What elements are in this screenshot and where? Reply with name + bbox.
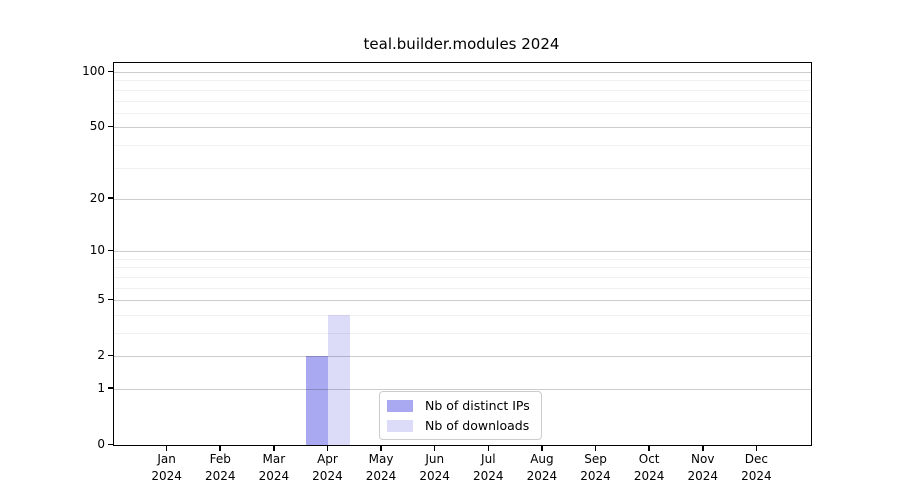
y-axis-tick (108, 443, 113, 445)
y-axis-tick (108, 197, 113, 199)
gridline-minor (114, 80, 811, 82)
x-axis-tick (380, 445, 382, 451)
x-axis-tick (594, 445, 597, 451)
gridline-minor (114, 144, 811, 146)
x-axis-tick (433, 445, 436, 451)
y-axis-tick-label: 1 (97, 380, 105, 395)
y-axis-tick-label: 50 (89, 119, 105, 134)
legend-item-nb-of-distinct-ips: Nb of distinct IPs (387, 398, 532, 413)
gridline-minor (114, 332, 811, 334)
legend-item-nb-of-downloads: Nb of downloads (387, 418, 532, 433)
gridline-minor (114, 276, 811, 278)
x-axis-tick-label-aug: Aug 2024 (526, 452, 558, 483)
gridline-minor (114, 167, 811, 169)
legend: Nb of distinct IPs Nb of downloads (379, 391, 542, 440)
y-axis-tick-label: 10 (89, 243, 105, 258)
gridline-major (114, 388, 811, 390)
x-axis-tick-label-mar: Mar 2024 (258, 452, 290, 483)
gridline-minor (114, 314, 811, 316)
y-axis-tick (108, 387, 113, 389)
gridline-major (114, 127, 811, 129)
x-axis-tick-label-apr: Apr 2024 (312, 452, 343, 483)
x-axis-tick (487, 445, 490, 451)
legend-label-nb-of-downloads: Nb of downloads (425, 418, 530, 433)
x-axis-tick-label-jul: Jul 2024 (473, 452, 504, 483)
gridline-minor (114, 89, 811, 91)
y-axis-tick (108, 125, 113, 128)
gridline-minor (114, 287, 811, 289)
x-axis-tick (165, 445, 168, 451)
gridline-major (114, 198, 811, 200)
x-axis-tick (702, 445, 704, 451)
gridline-major (114, 72, 811, 74)
chart-title: teal.builder.modules 2024 (363, 35, 560, 53)
x-axis-tick (648, 445, 650, 451)
x-axis-tick-label-oct: Oct 2024 (633, 452, 665, 483)
x-axis-tick (219, 445, 221, 451)
gridline-minor (114, 267, 811, 269)
legend-label-nb-of-distinct-ips: Nb of distinct IPs (425, 398, 530, 413)
y-axis-tick-label: 5 (97, 292, 105, 307)
x-axis-tick-label-feb: Feb 2024 (204, 452, 236, 483)
gridline-minor (114, 100, 811, 102)
y-axis-tick (108, 70, 113, 73)
plot-area (113, 62, 812, 446)
x-axis-tick-label-jan: Jan 2024 (151, 452, 182, 483)
gridline-major (114, 251, 811, 253)
y-axis-tick-label: 2 (97, 348, 105, 363)
x-axis-tick-label-nov: Nov 2024 (687, 452, 719, 483)
y-axis-tick-label: 0 (97, 437, 105, 451)
y-axis-tick-label: 20 (89, 190, 105, 205)
y-axis-tick (108, 249, 113, 252)
y-axis-tick-label: 100 (82, 64, 105, 79)
x-axis-tick (326, 445, 329, 451)
gridline-major (114, 356, 811, 358)
x-axis-tick (755, 445, 758, 451)
x-axis-tick-label-may: May 2024 (365, 452, 397, 483)
x-axis-tick-label-jun: Jun 2024 (419, 452, 450, 483)
y-axis-tick (108, 298, 113, 301)
x-axis-tick (273, 445, 275, 451)
legend-swatch-nb-of-downloads (387, 419, 413, 432)
x-axis-tick (541, 445, 543, 451)
x-axis-tick-label-dec: Dec 2024 (741, 452, 772, 483)
gridline-minor (114, 258, 811, 260)
gridline-minor (114, 112, 811, 114)
gridline-major (114, 300, 811, 302)
y-axis-tick (108, 354, 113, 357)
x-axis-tick-label-sep: Sep 2024 (580, 452, 611, 483)
bar-nb-of-downloads-apr (328, 314, 351, 445)
bar-nb-of-distinct-ips-apr (306, 356, 329, 445)
legend-swatch-nb-of-distinct-ips (387, 399, 413, 412)
